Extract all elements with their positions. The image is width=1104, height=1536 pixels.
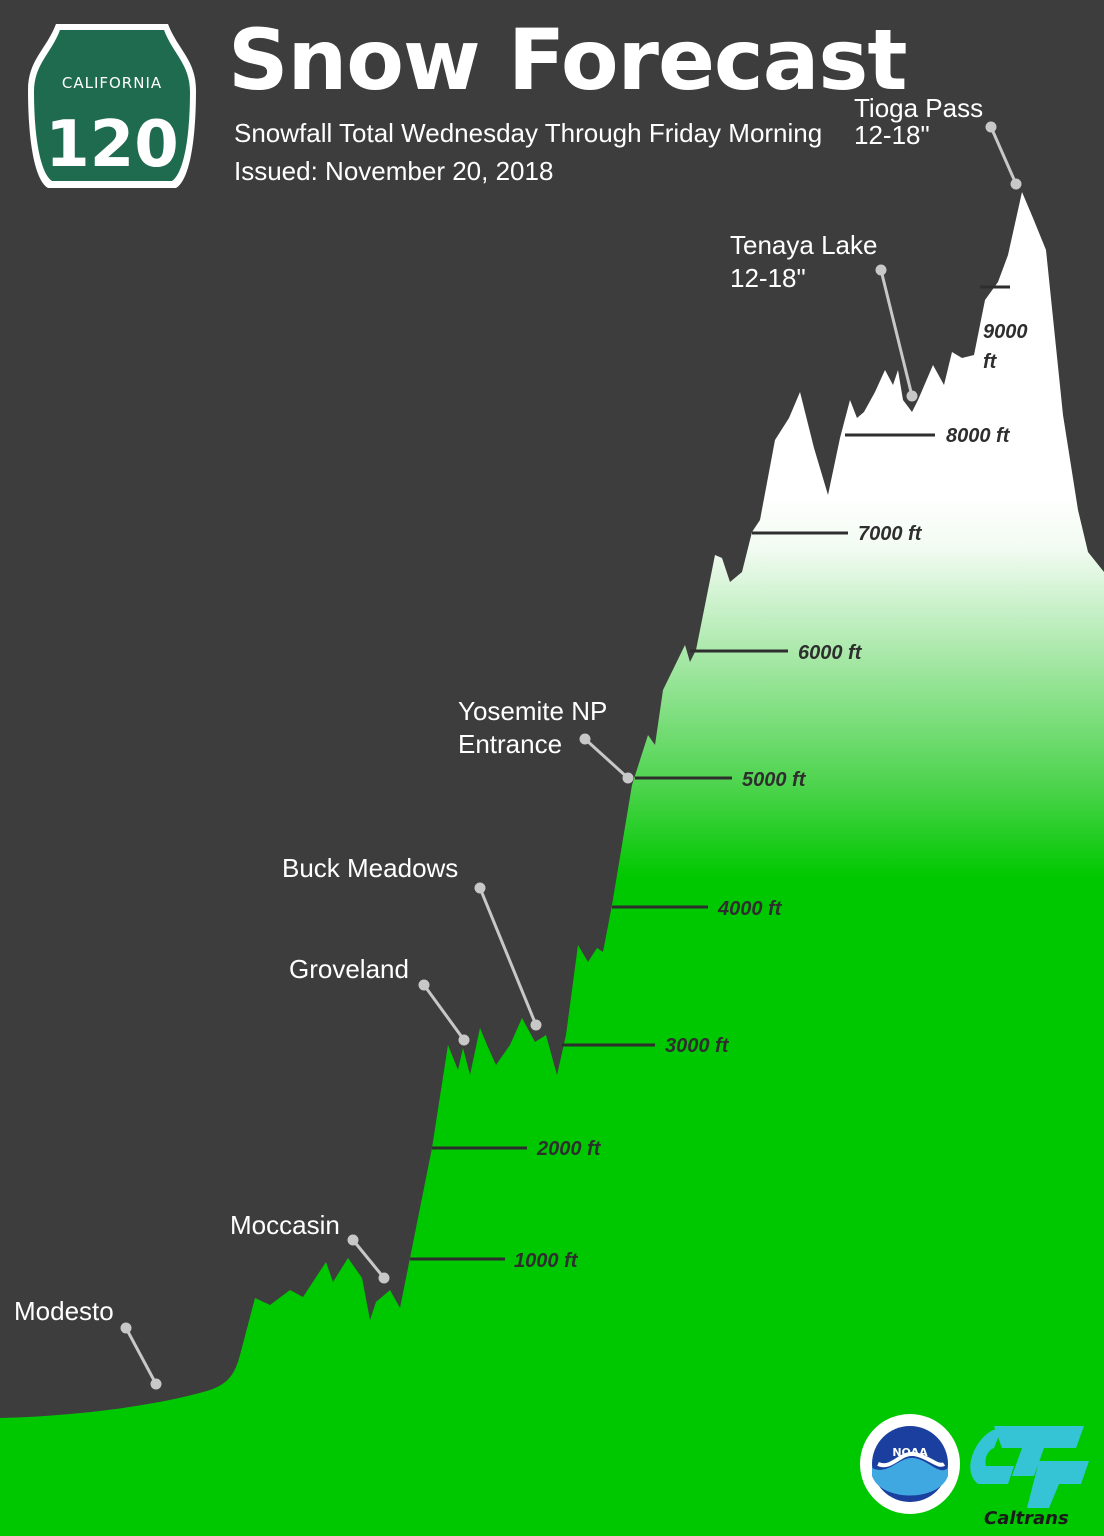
elev-label-4000: 4000 ft [717, 898, 783, 920]
label-tioga-pass: Tioga Pass 12-18" [854, 92, 983, 151]
issued-date: Issued: November 20, 2018 [234, 156, 554, 186]
route-120-shield: CALIFORNIA 120 [28, 24, 196, 188]
caltrans-text: Caltrans [984, 1508, 1069, 1529]
label-modesto: Modesto [14, 1296, 114, 1326]
agency-logos: NOAA Caltrans [860, 1414, 1089, 1529]
elev-label-3000: 3000 ft [665, 1035, 730, 1057]
elev-label-5000: 5000 ft [742, 769, 807, 791]
elev-label-8000: 8000 ft [946, 425, 1011, 447]
noaa-text: NOAA [892, 1446, 928, 1459]
elev-label-9000-ft: ft [983, 351, 998, 373]
page-title: Snow Forecast [228, 11, 908, 109]
shield-number: 120 [45, 108, 179, 182]
label-groveland: Groveland [289, 954, 409, 984]
shield-state: CALIFORNIA [62, 74, 162, 92]
tioga-snow: 12-18" [854, 119, 930, 150]
elev-label-1000: 1000 ft [514, 1250, 579, 1272]
label-moccasin: Moccasin [230, 1210, 340, 1240]
mountain-profile [0, 192, 1104, 1536]
tioga-name: Tioga Pass [854, 93, 984, 123]
yosemite-line1: Yosemite NP [458, 696, 608, 726]
subtitle: Snowfall Total Wednesday Through Friday … [234, 118, 823, 148]
yosemite-line2: Entrance [458, 728, 563, 759]
tenaya-name: Tenaya Lake [730, 230, 878, 260]
elevation-lines [410, 285, 1010, 1261]
elev-label-2000: 2000 ft [536, 1138, 602, 1160]
label-yosemite-entrance: Yosemite NP Entrance [458, 695, 607, 760]
elev-label-6000: 6000 ft [798, 642, 863, 664]
caltrans-logo: Caltrans [970, 1426, 1089, 1529]
label-tenaya-lake: Tenaya Lake 12-18" [730, 229, 877, 294]
tenaya-snow: 12-18" [730, 262, 806, 293]
leader-lines [120, 121, 1022, 1390]
shield-fill [34, 30, 190, 181]
label-buck-meadows: Buck Meadows [282, 853, 459, 883]
noaa-logo: NOAA [860, 1414, 960, 1514]
elev-label-7000: 7000 ft [858, 523, 923, 545]
elev-label-9000: 9000 [983, 321, 1028, 343]
